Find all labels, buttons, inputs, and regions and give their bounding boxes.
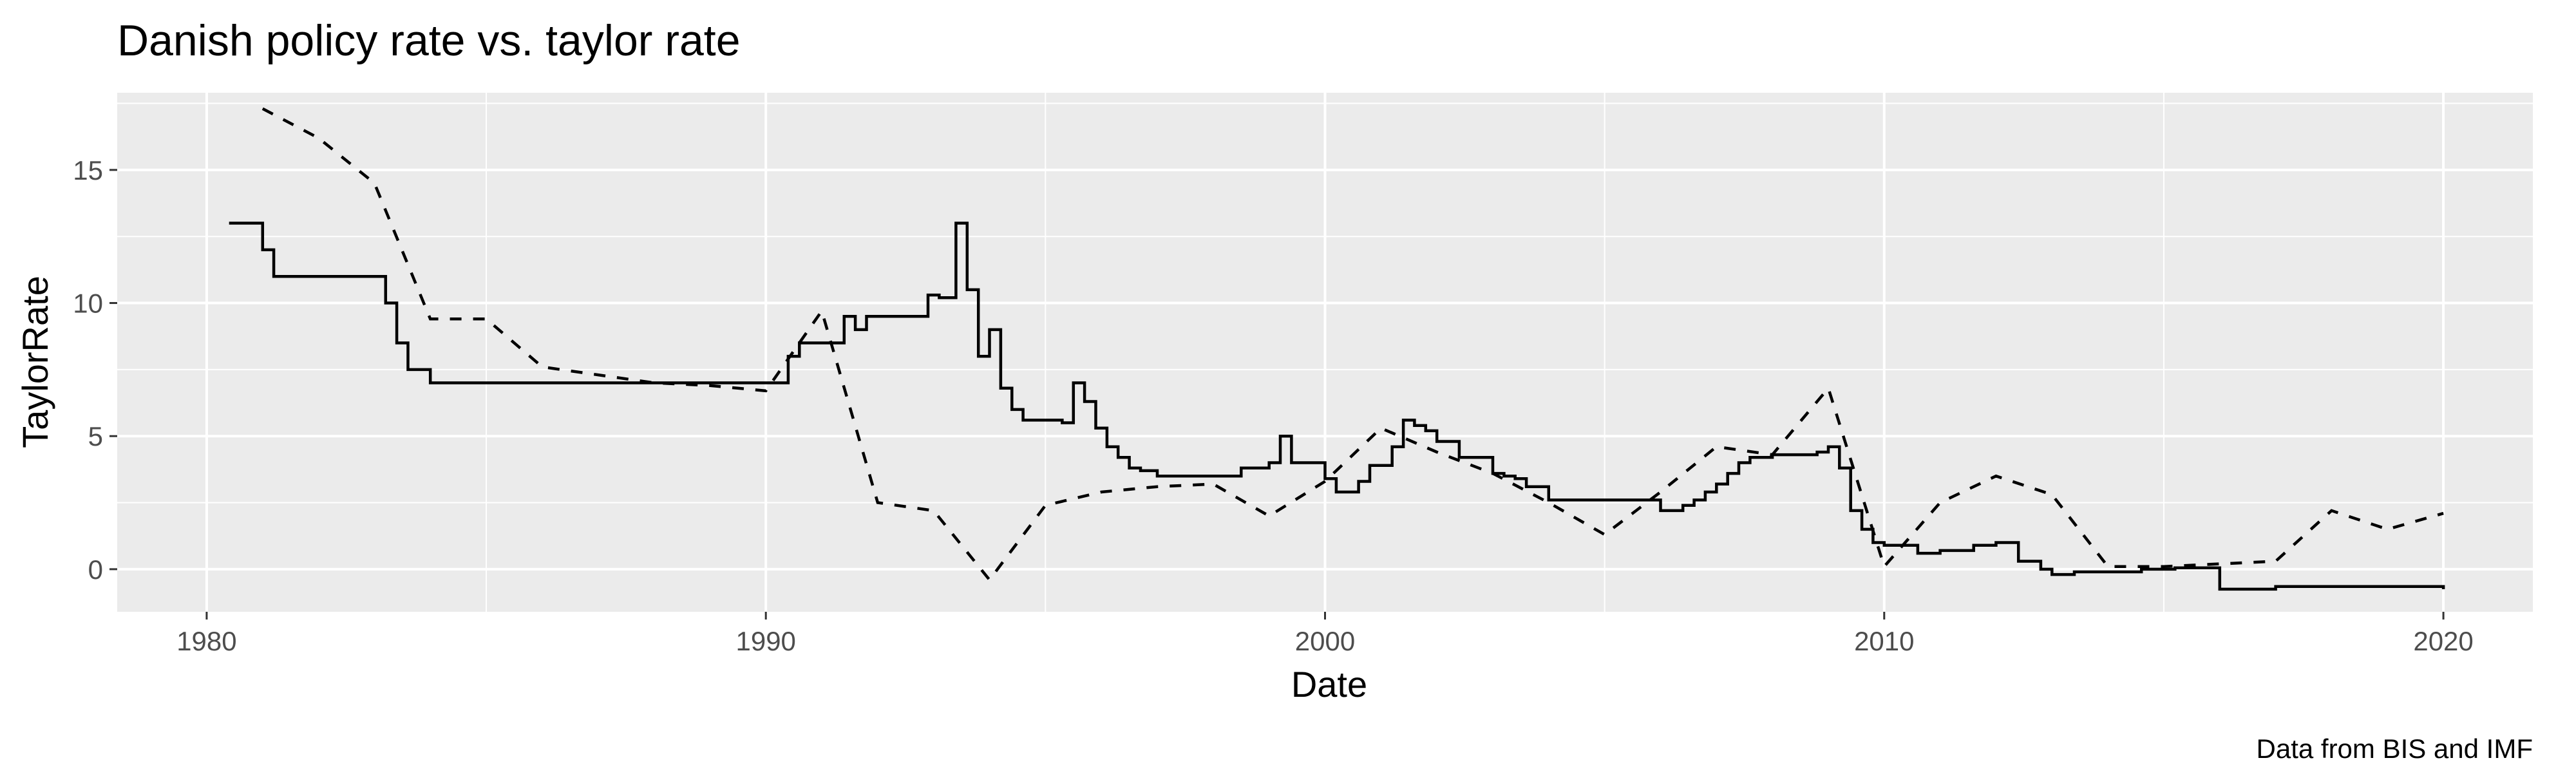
y-tick-label: 10 [73, 289, 103, 319]
x-axis-title: Date [1291, 664, 1367, 705]
y-tick-label: 5 [88, 421, 103, 451]
series-layer [229, 107, 2445, 591]
series-line-dashed [261, 107, 2444, 583]
y-tick-label: 15 [73, 155, 103, 185]
axis-layer: 1980 1990 2000 2010 2020 0 5 10 15 [73, 155, 2474, 656]
chart-caption: Data from BIS and IMF [2257, 733, 2533, 764]
chart-title: Danish policy rate vs. taylor rate [117, 16, 741, 65]
series-line-solid [229, 222, 2445, 591]
x-tick-label: 2000 [1295, 626, 1355, 656]
y-tick-label: 0 [88, 554, 103, 585]
x-tick-label: 2020 [2413, 626, 2473, 656]
x-tick-label: 1980 [176, 626, 236, 656]
x-tick-label: 2010 [1854, 626, 1914, 656]
grid-layer [117, 93, 2533, 612]
x-tick-label: 1990 [735, 626, 795, 656]
y-axis-title: TaylorRate [15, 276, 55, 448]
